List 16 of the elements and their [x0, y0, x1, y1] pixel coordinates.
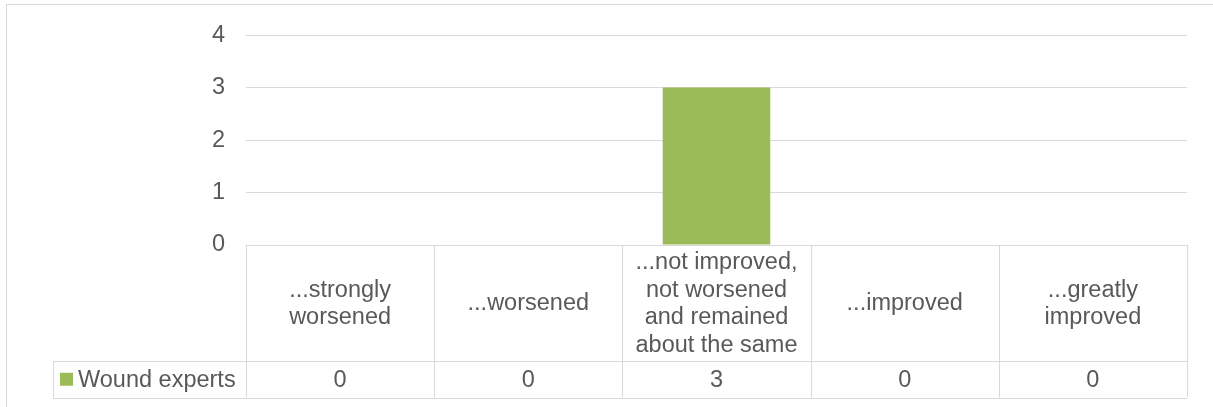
y-tick-label: 2: [211, 125, 225, 152]
data-label: 0: [1086, 365, 1100, 392]
x-tick-label: ...worsened: [467, 289, 590, 316]
data-label: 0: [521, 365, 535, 392]
y-tick-label: 4: [211, 20, 225, 47]
data-label: 0: [333, 365, 347, 392]
data-label: 3: [709, 365, 724, 392]
y-tick-label: 1: [211, 178, 225, 205]
x-tick-label: ...not improved, not worsened and remained about the same: [635, 248, 798, 357]
x-tick-label: ...improved: [846, 289, 963, 316]
data-label: 0: [898, 365, 912, 392]
y-tick-label: 0: [211, 230, 225, 257]
x-tick-label: ...greatly improved: [1044, 275, 1142, 330]
y-tick-label: 3: [211, 73, 225, 100]
legend-label: Wound experts: [78, 365, 236, 392]
x-tick-label: ...strongly worsened: [288, 275, 392, 330]
